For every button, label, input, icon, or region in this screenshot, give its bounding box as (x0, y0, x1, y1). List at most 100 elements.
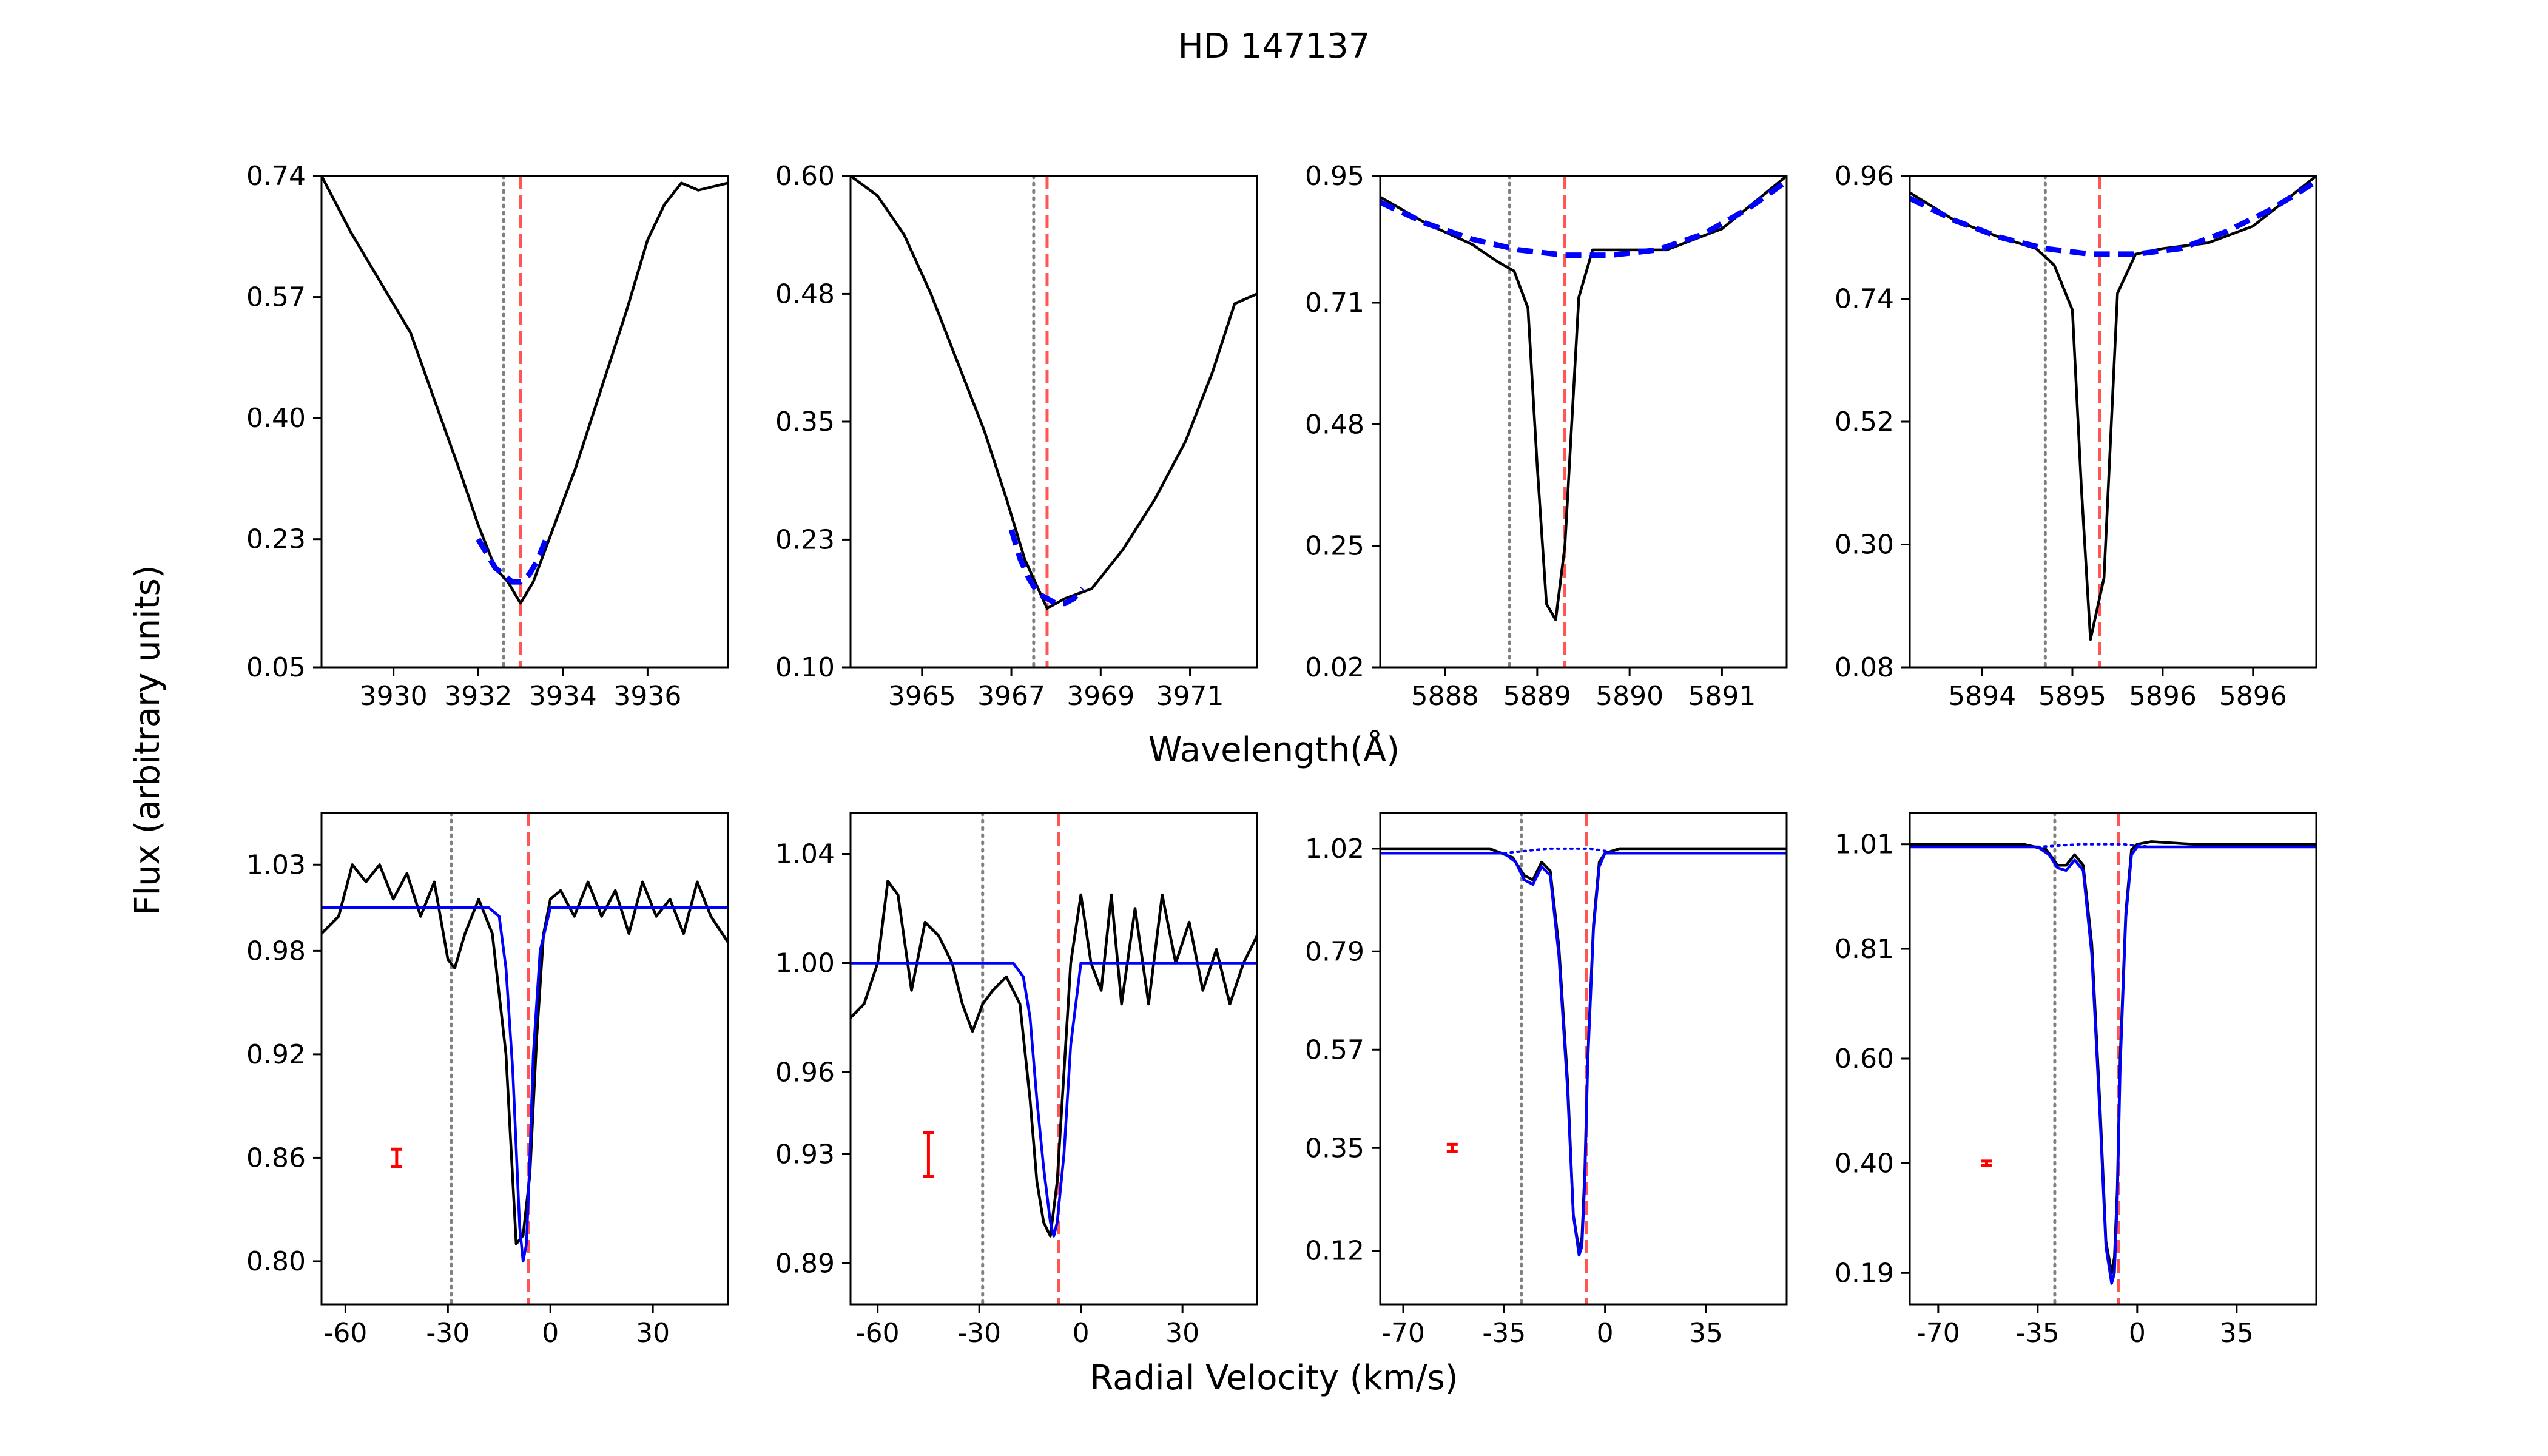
x-tick-label: -70 (1916, 1318, 1960, 1349)
y-tick-label: 0.19 (1835, 1258, 1894, 1289)
plot-frame (1909, 175, 2317, 669)
y-tick-label: 1.02 (1305, 834, 1364, 864)
x-tick-label: 5889 (1503, 681, 1571, 712)
y-tick-label: 0.48 (775, 278, 835, 309)
plot-area (322, 176, 728, 667)
y-tick-label: 0.92 (246, 1039, 306, 1070)
y-tick-label: 1.01 (1835, 829, 1894, 860)
x-tick-label: 3967 (977, 681, 1045, 712)
panel-top-1: 3930 3932 3934 3936 0.05 0.23 0.40 0.57 0.74 (246, 161, 729, 712)
error-bar (1981, 1159, 1992, 1167)
series-observed-line (851, 880, 1257, 1238)
plot-frame (320, 175, 729, 669)
plot-area (1910, 813, 2316, 1304)
y-tick-label: 0.57 (246, 282, 306, 313)
x-tick-label: 35 (1689, 1318, 1723, 1349)
y-tick-label: 0.96 (775, 1057, 835, 1088)
series-observed-line (1910, 840, 2316, 1275)
plot-area (851, 176, 1257, 667)
x-tick-label: 5896 (2219, 681, 2287, 712)
series-observed-line (851, 176, 1257, 610)
x-tick-label: 3936 (613, 681, 681, 712)
plot-frame (1379, 812, 1788, 1306)
y-tick-label: 0.81 (1835, 934, 1894, 965)
x-tick-label: -60 (856, 1318, 900, 1349)
y-tick-label: 0.10 (775, 652, 835, 683)
panel-bottom-3: -70 -35 0 35 0.12 0.35 0.57 0.79 1.02 (1305, 812, 1788, 1349)
y-tick-label: 0.48 (1305, 409, 1364, 440)
error-bar (1446, 1142, 1458, 1153)
x-tick-label: -30 (957, 1318, 1001, 1349)
x-tick-label: -70 (1381, 1318, 1425, 1349)
y-tick-label: 0.05 (246, 652, 306, 683)
series-fit-line (1008, 528, 1085, 607)
x-tick-label: -60 (323, 1318, 367, 1349)
x-tick-label: 30 (1165, 1318, 1199, 1349)
y-tick-label: 0.57 (1305, 1034, 1364, 1065)
y-tick-label: 0.80 (246, 1246, 306, 1277)
series-observed-line (322, 176, 728, 605)
y-tick-label: 0.40 (246, 403, 306, 434)
x-tick-label: 0 (2129, 1318, 2146, 1349)
y-tick-label: 0.93 (775, 1139, 835, 1170)
x-tick-label: 5894 (1948, 681, 2016, 712)
bottom-x-axis-label: Radial Velocity (km/s) (1090, 1358, 1458, 1398)
x-tick-label: 3971 (1156, 681, 1224, 712)
x-tick-label: 0 (1597, 1318, 1614, 1349)
x-tick-label: 3930 (360, 681, 428, 712)
x-tick-label: 0 (1073, 1318, 1090, 1349)
series-fit-line (476, 538, 549, 585)
plot-frame (849, 812, 1258, 1306)
x-tick-label: 0 (542, 1318, 559, 1349)
y-tick-label: 0.02 (1305, 652, 1364, 683)
x-tick-label: 35 (2220, 1318, 2254, 1349)
y-tick-label: 0.25 (1305, 531, 1364, 562)
x-tick-label: 5890 (1596, 681, 1663, 712)
y-axis-label: Flux (arbitrary units) (128, 565, 167, 915)
y-tick-label: 0.12 (1305, 1236, 1364, 1267)
panel-bottom-4: -70 -35 0 35 0.19 0.40 0.60 0.81 1.01 (1835, 812, 2317, 1349)
series-fit-line (1380, 179, 1787, 258)
plot-frame (1379, 175, 1788, 669)
y-tick-label: 0.74 (246, 161, 306, 192)
y-tick-label: 0.98 (246, 935, 306, 966)
y-tick-label: 0.23 (775, 524, 835, 555)
series-fit-line (322, 906, 728, 1263)
series-observed-line (322, 863, 728, 1245)
series-observed-line (1380, 176, 1787, 621)
top-x-axis-label: Wavelength(Å) (1148, 730, 1400, 770)
x-tick-label: -35 (2016, 1318, 2060, 1349)
y-tick-label: 0.40 (1835, 1148, 1894, 1179)
panel-top-3: 5888 5889 5890 5891 0.02 0.25 0.48 0.71 0.95 (1305, 161, 1788, 712)
x-tick-label: 3934 (529, 681, 597, 712)
error-bar (923, 1131, 934, 1178)
x-tick-label: 3969 (1067, 681, 1134, 712)
y-tick-label: 0.35 (1305, 1133, 1364, 1164)
x-tick-label: 5896 (2129, 681, 2197, 712)
y-tick-label: 0.79 (1305, 936, 1364, 967)
y-tick-label: 0.86 (246, 1142, 306, 1173)
y-tick-label: 0.08 (1835, 652, 1894, 683)
y-tick-label: 1.03 (246, 849, 306, 880)
series-continuum-line (1503, 847, 1621, 855)
series-fit-line (1910, 845, 2316, 1285)
panels: 3930 3932 3934 3936 0.05 0.23 0.40 0.57 0.74 3965… (246, 161, 2317, 1349)
x-tick-label: 5888 (1411, 681, 1479, 712)
figure-title: HD 147137 (1178, 27, 1370, 66)
panel-bottom-2: -60 -30 0 30 0.89 0.93 0.96 1.00 1.04 (775, 812, 1258, 1349)
x-tick-label: 5895 (2038, 681, 2106, 712)
y-tick-label: 1.04 (775, 839, 835, 870)
y-tick-label: 0.96 (1835, 161, 1894, 192)
panel-top-2: 3965 3967 3969 3971 0.10 0.23 0.35 0.48 0.60 (775, 161, 1258, 712)
y-tick-label: 0.52 (1835, 406, 1894, 437)
plot-frame (320, 812, 729, 1306)
x-tick-label: 3965 (888, 681, 956, 712)
plot-area (851, 813, 1257, 1304)
y-tick-label: 0.60 (1835, 1043, 1894, 1074)
y-tick-label: 0.23 (246, 524, 306, 555)
x-tick-label: 5891 (1688, 681, 1756, 712)
y-tick-label: 0.95 (1305, 161, 1364, 192)
x-tick-label: 30 (636, 1318, 670, 1349)
series-fit-line (1910, 179, 2316, 257)
